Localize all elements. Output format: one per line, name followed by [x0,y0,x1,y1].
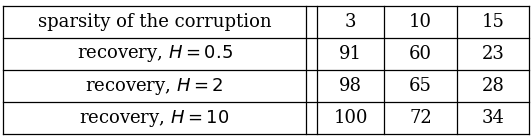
Text: 10: 10 [409,13,432,31]
Text: 15: 15 [481,13,504,31]
Text: 65: 65 [409,77,432,95]
Text: recovery, $H = 2$: recovery, $H = 2$ [85,76,224,97]
Text: 3: 3 [345,13,356,31]
Text: 100: 100 [333,109,368,127]
Text: 91: 91 [339,45,362,63]
Text: 34: 34 [481,109,504,127]
Text: 98: 98 [339,77,362,95]
Text: recovery, $H = 10$: recovery, $H = 10$ [79,108,230,129]
Text: 23: 23 [481,45,504,63]
Text: recovery, $H = 0.5$: recovery, $H = 0.5$ [77,43,232,64]
Text: 72: 72 [409,109,432,127]
Text: 28: 28 [481,77,504,95]
Text: 60: 60 [409,45,432,63]
Text: sparsity of the corruption: sparsity of the corruption [38,13,271,31]
